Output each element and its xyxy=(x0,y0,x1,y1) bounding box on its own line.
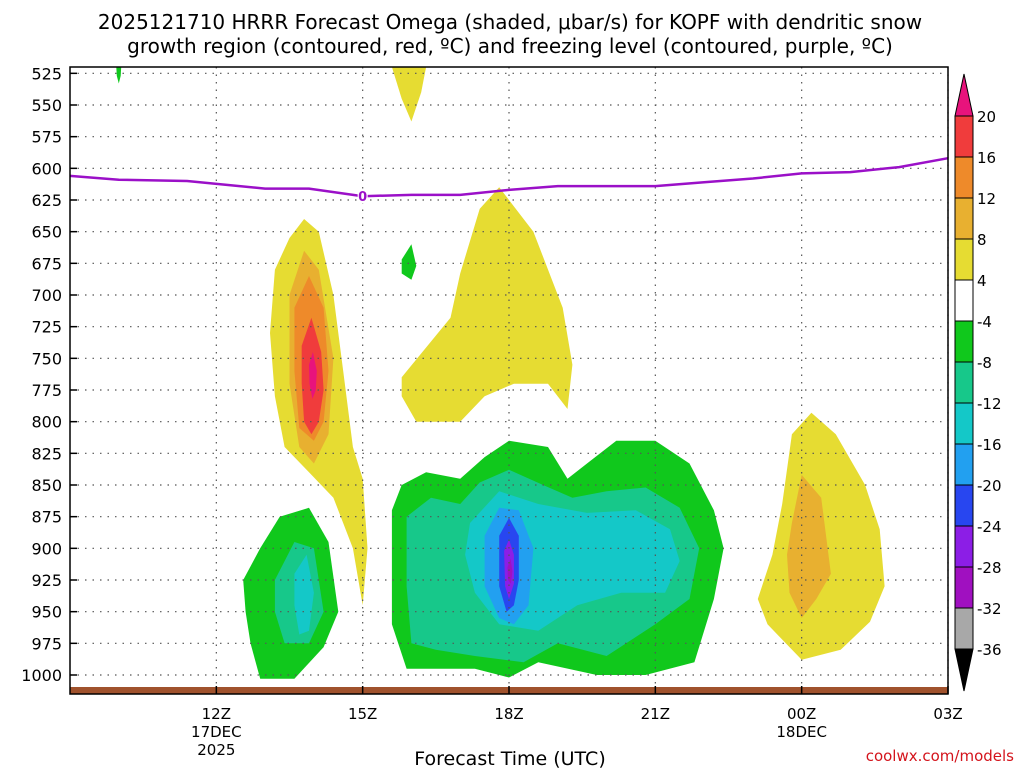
y-tick-label: 650 xyxy=(31,223,62,242)
colorbar-bin xyxy=(954,402,974,445)
y-tick-label: 975 xyxy=(31,634,62,653)
x-tick-date: 18DEC xyxy=(776,723,827,741)
y-tick-label: 950 xyxy=(31,603,62,622)
downward-motion-cyan-left xyxy=(294,554,314,635)
x-tick-label: 18Z xyxy=(494,705,523,723)
upward-motion-pink xyxy=(309,352,317,399)
y-tick-label: 600 xyxy=(31,159,62,178)
chart-subtitle: growth region (contoured, red, ºC) and f… xyxy=(127,34,893,58)
x-tick-label: 21Z xyxy=(641,705,670,723)
colorbar-label: 8 xyxy=(977,231,987,249)
x-tick-label: 00Z xyxy=(787,705,816,723)
colorbar-bin xyxy=(954,279,974,322)
freezing-level-label: 0 xyxy=(358,190,367,205)
watermark-text: coolwx.com/models xyxy=(866,747,1014,765)
colorbar-bin xyxy=(954,443,974,486)
colorbar-bin xyxy=(954,607,974,650)
colorbar-bin xyxy=(954,566,974,609)
colorbar-label: 20 xyxy=(977,108,996,126)
y-axis: 525 550 575 600 625 650 675 700 725 750 775 800 825 8… xyxy=(21,64,77,685)
colorbar-top-arrow xyxy=(954,73,974,117)
colorbar-label: -4 xyxy=(977,313,992,331)
y-tick-label: 700 xyxy=(31,286,62,305)
colorbar-bin xyxy=(954,525,974,568)
colorbar-bin xyxy=(954,484,974,527)
freezing-level-layer: 0 xyxy=(69,156,949,205)
colorbar-label: -32 xyxy=(977,600,1002,618)
y-tick-label: 675 xyxy=(31,254,62,273)
upward-motion-yellow-top xyxy=(391,67,427,122)
y-tick-label: 1000 xyxy=(21,666,62,685)
freezing-level-line xyxy=(69,156,949,198)
upward-motion-yellow-18z xyxy=(401,187,573,422)
y-tick-label: 575 xyxy=(31,128,62,147)
x-tick-year: 2025 xyxy=(197,741,235,759)
colorbar-label: 16 xyxy=(977,149,996,167)
downward-motion-green-small-top xyxy=(116,67,122,84)
colorbar-label: 4 xyxy=(977,272,987,290)
y-tick-label: 900 xyxy=(31,539,62,558)
y-tick-label: 800 xyxy=(31,413,62,432)
y-tick-label: 875 xyxy=(31,508,62,527)
colorbar-bin xyxy=(954,238,974,281)
colorbar-bin xyxy=(954,115,974,158)
colorbar-bin xyxy=(954,197,974,240)
colorbar-label: -12 xyxy=(977,395,1002,413)
y-tick-label: 850 xyxy=(31,476,62,495)
omega-shaded-regions xyxy=(116,67,885,679)
x-tick-label: 03Z xyxy=(933,705,962,723)
y-tick-label: 825 xyxy=(31,444,62,463)
y-tick-label: 725 xyxy=(31,318,62,337)
upward-motion-orange-right xyxy=(787,474,831,618)
x-axis-label: Forecast Time (UTC) xyxy=(414,748,605,768)
colorbar-bottom-arrow xyxy=(954,648,974,692)
y-tick-label: 925 xyxy=(31,571,62,590)
x-tick-date: 17DEC xyxy=(191,723,242,741)
x-tick-label: 12Z xyxy=(202,705,231,723)
downward-motion-green-small xyxy=(401,244,417,280)
colorbar-label: -28 xyxy=(977,559,1002,577)
colorbar-label: -16 xyxy=(977,436,1002,454)
y-tick-label: 550 xyxy=(31,96,62,115)
y-tick-label: 625 xyxy=(31,191,62,210)
colorbar-label: -24 xyxy=(977,518,1002,536)
freezing-level-label-bg xyxy=(357,189,368,204)
colorbar-label: -8 xyxy=(977,354,992,372)
colorbar-bin xyxy=(954,320,974,363)
chart-title: 2025121710 HRRR Forecast Omega (shaded, … xyxy=(98,10,922,34)
colorbar-bin xyxy=(954,156,974,199)
y-tick-label: 525 xyxy=(31,64,62,83)
colorbar-label: -36 xyxy=(977,641,1002,659)
colorbar-bin xyxy=(954,361,974,404)
colorbar-label: 12 xyxy=(977,190,996,208)
y-tick-label: 775 xyxy=(31,381,62,400)
y-tick-label: 750 xyxy=(31,349,62,368)
colorbar-label: -20 xyxy=(977,477,1002,495)
colorbar: 20 16 12 8 4 -4 -8 -12 -16 -20 -24 -28 -32 -36 xyxy=(954,73,1002,692)
x-tick-label: 15Z xyxy=(348,705,377,723)
